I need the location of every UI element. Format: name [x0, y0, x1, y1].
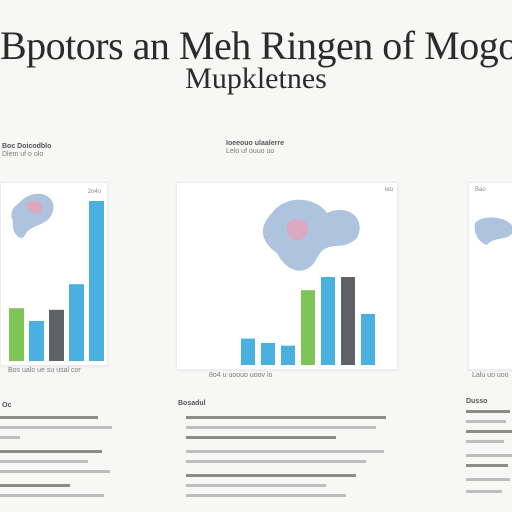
bar — [49, 309, 64, 361]
panel1-caption-bold: Boc Doicodblo — [2, 143, 52, 150]
notes2-line — [186, 450, 384, 453]
panel2-caption-bold: Ioeeouo ulaalerre — [226, 140, 284, 147]
bar — [361, 313, 375, 365]
splash-accent — [286, 219, 308, 241]
panel2-caption-text: Lelo uf ouuo uo — [226, 148, 275, 155]
notes3-line — [466, 464, 508, 467]
chart-panel-3-svg — [474, 217, 512, 245]
panel1-caption-text: Dlem uf o olo — [2, 151, 44, 158]
notes-block-2: Bosadul — [176, 400, 396, 512]
chart-panel-1: 2o4o — [0, 182, 108, 366]
notes3-line — [466, 410, 510, 413]
splash-accent — [27, 200, 42, 214]
notes2-line — [186, 484, 326, 487]
panel1-footnote: Bos ualo ue su usal cor — [8, 367, 81, 374]
notes3-line — [466, 454, 512, 457]
notes2-head: Bosadul — [178, 400, 206, 407]
notes2-line — [186, 436, 336, 439]
panel2-corner-label: Ieo — [384, 187, 393, 193]
panel2-caption: Ioeeouo ulaalerre Lelo uf ouuo uo — [226, 140, 284, 156]
notes3-line — [466, 430, 512, 433]
notes3-line — [466, 478, 510, 481]
notes1-line — [0, 416, 98, 419]
notes3-line — [466, 420, 506, 423]
page-title-line2: Mupkletnes — [185, 62, 327, 95]
bar — [301, 290, 315, 365]
notes1-line — [0, 470, 110, 473]
page-title-line1: Bpotors an Meh Ringen of Mogo — [0, 23, 512, 68]
splash-illustration — [11, 193, 54, 238]
panel1-caption: Boc Doicodblo Dlem uf o olo — [2, 143, 51, 159]
panel2-footnote: 8o4 u uoouo uoov lo — [209, 372, 273, 379]
chart-panel-1-svg — [9, 193, 104, 361]
notes3-line — [466, 490, 502, 493]
splash-illustration — [262, 199, 360, 271]
chart-panel-2: Ieo — [176, 182, 398, 370]
bar — [9, 308, 24, 361]
splash-illustration — [474, 217, 512, 245]
notes2-line — [186, 460, 366, 463]
notes3-line — [466, 440, 504, 443]
notes1-line — [0, 460, 88, 463]
notes2-line — [186, 494, 346, 497]
bar — [29, 321, 44, 361]
notes2-line — [186, 426, 376, 429]
notes1-line — [0, 484, 70, 487]
bar — [261, 343, 275, 365]
bar — [241, 338, 255, 365]
panel3-footnote: Lalu uo uoo — [472, 372, 509, 379]
bar — [281, 345, 295, 365]
chart-panel-3: Bao — [468, 182, 512, 370]
notes2-line — [186, 474, 356, 477]
bar — [89, 201, 104, 361]
bar — [69, 284, 84, 361]
notes1-line — [0, 450, 102, 453]
bar — [341, 277, 355, 365]
chart-panel-2-svg — [241, 199, 375, 365]
bar — [321, 277, 335, 365]
notes1-line — [0, 426, 112, 429]
notes3-head: Dusso — [466, 398, 488, 405]
notes2-line — [186, 416, 386, 419]
panel1-corner-label: 2o4o — [87, 189, 101, 195]
notes1-line — [0, 436, 20, 439]
notes-block-3: Dusso — [464, 396, 512, 512]
notes-block-1: Oc — [0, 400, 120, 512]
notes1-line — [0, 494, 104, 497]
notes1-head: Oc — [2, 402, 12, 409]
panel3-corner-label: Bao — [475, 187, 486, 193]
